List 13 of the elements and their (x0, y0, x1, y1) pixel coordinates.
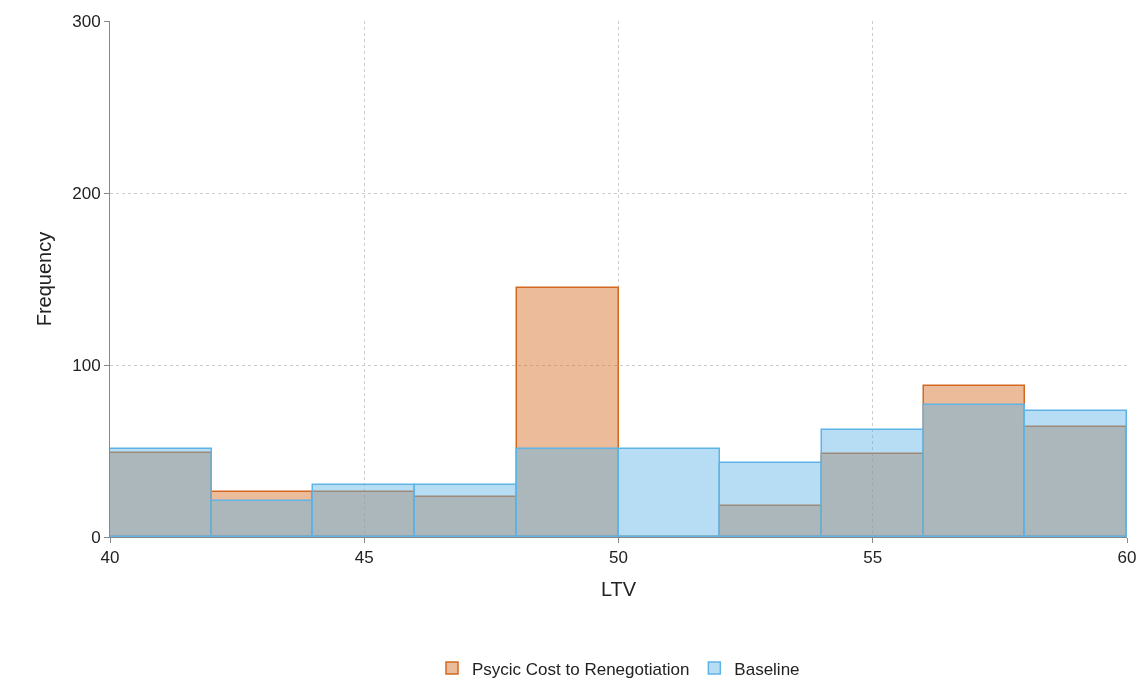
x-tick-label: 45 (354, 548, 374, 568)
legend-label: Baseline (734, 659, 800, 679)
x-tick-label: 40 (100, 548, 120, 568)
y-tick-label: 0 (91, 527, 101, 547)
x-tick-label: 55 (863, 548, 883, 568)
y-tick-label: 300 (72, 11, 101, 31)
y-tick-label: 200 (72, 183, 101, 203)
y-axis-title: Frequency (32, 231, 55, 327)
x-tick-label: 50 (609, 548, 628, 568)
x-axis-title: LTV (600, 577, 637, 600)
x-tick-label: 60 (1117, 548, 1137, 568)
legend-label: Psycic Cost to Renegotiation (472, 659, 690, 679)
y-tick-label: 100 (72, 355, 101, 375)
